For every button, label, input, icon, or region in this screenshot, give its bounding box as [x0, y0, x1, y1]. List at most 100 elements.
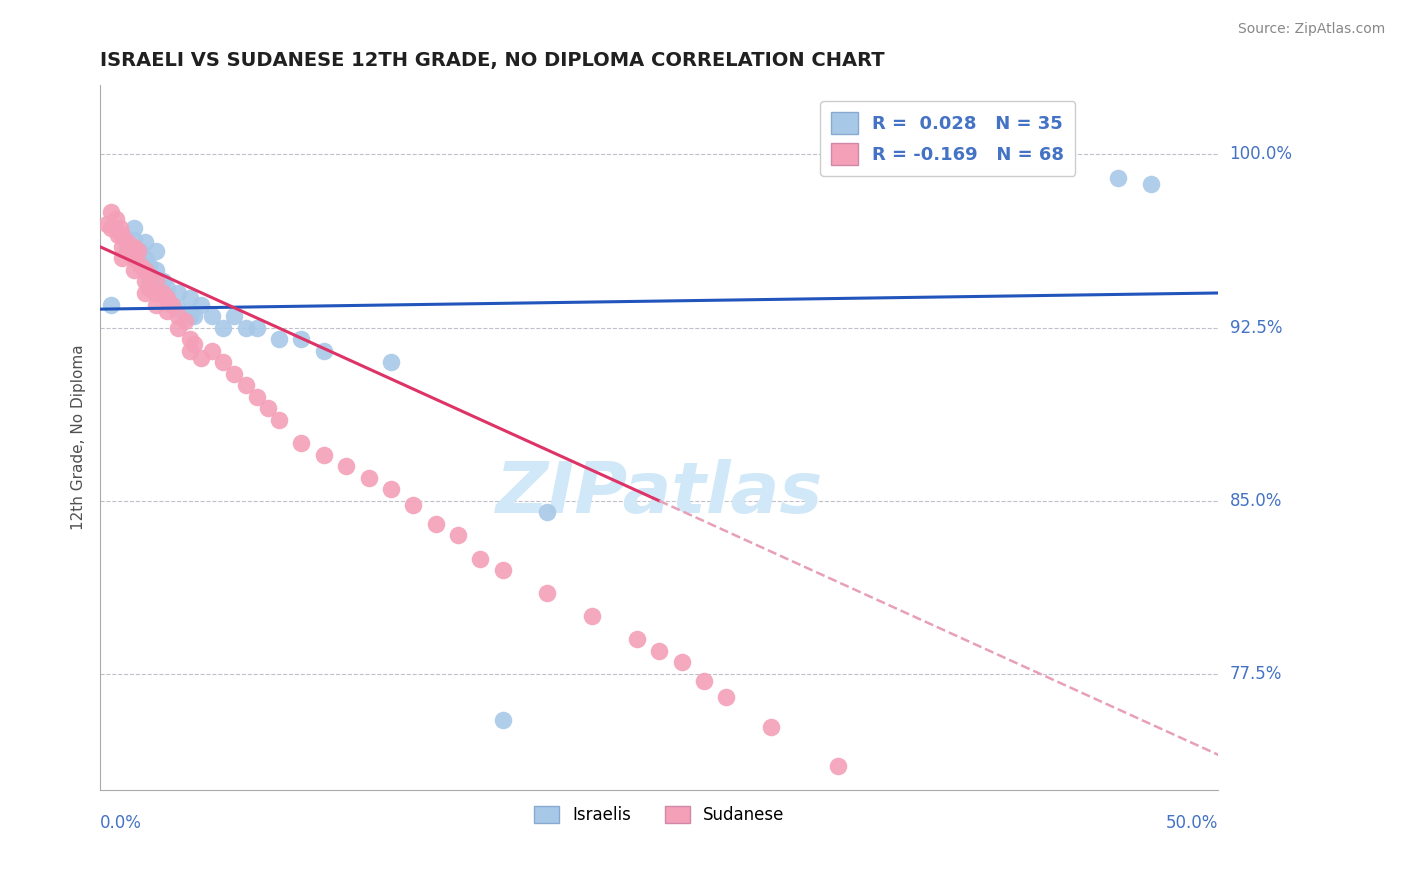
Point: [290, 332, 312, 346]
Point: [1140, 178, 1163, 192]
Point: [492, 713, 515, 727]
Point: [1107, 170, 1129, 185]
Point: [134, 285, 156, 300]
Point: [267, 413, 290, 427]
Text: 92.5%: 92.5%: [1230, 318, 1282, 336]
Y-axis label: 12th Grade, No Diploma: 12th Grade, No Diploma: [72, 344, 86, 530]
Point: [201, 343, 224, 358]
Point: [183, 309, 205, 323]
Point: [212, 320, 235, 334]
Point: [122, 263, 145, 277]
Point: [693, 673, 716, 688]
Point: [312, 448, 335, 462]
Point: [671, 656, 693, 670]
Point: [111, 228, 134, 243]
Point: [626, 632, 648, 647]
Point: [380, 483, 402, 497]
Point: [235, 320, 257, 334]
Point: [122, 252, 145, 266]
Point: [111, 240, 134, 254]
Point: [152, 275, 174, 289]
Point: [160, 297, 183, 311]
Point: [380, 355, 402, 369]
Point: [581, 609, 603, 624]
Point: [138, 275, 160, 289]
Point: [290, 436, 312, 450]
Point: [235, 378, 257, 392]
Point: [156, 291, 179, 305]
Point: [257, 401, 280, 416]
Point: [152, 285, 174, 300]
Point: [134, 263, 156, 277]
Point: [96, 217, 118, 231]
Point: [190, 351, 212, 365]
Text: ISRAELI VS SUDANESE 12TH GRADE, NO DIPLOMA CORRELATION CHART: ISRAELI VS SUDANESE 12TH GRADE, NO DIPLO…: [100, 51, 884, 70]
Point: [179, 332, 201, 346]
Point: [111, 228, 134, 243]
Point: [447, 528, 470, 542]
Point: [201, 309, 224, 323]
Point: [100, 297, 122, 311]
Point: [145, 275, 167, 289]
Point: [962, 840, 984, 855]
Point: [648, 644, 671, 658]
Text: 85.0%: 85.0%: [1230, 491, 1282, 510]
Point: [335, 459, 357, 474]
Point: [145, 285, 167, 300]
Text: 50.0%: 50.0%: [1166, 814, 1219, 832]
Point: [827, 759, 849, 773]
Point: [104, 212, 127, 227]
Legend: Israelis, Sudanese: Israelis, Sudanese: [527, 799, 792, 830]
Point: [357, 471, 380, 485]
Point: [167, 309, 190, 323]
Point: [122, 221, 145, 235]
Point: [246, 390, 269, 404]
Point: [145, 297, 167, 311]
Point: [127, 244, 149, 259]
Point: [100, 205, 122, 219]
Point: [536, 505, 558, 519]
Point: [167, 285, 190, 300]
Text: 0.0%: 0.0%: [100, 814, 142, 832]
Point: [167, 302, 190, 317]
Point: [894, 798, 917, 813]
Point: [115, 235, 138, 249]
Point: [138, 268, 160, 282]
Point: [190, 297, 212, 311]
Point: [183, 336, 205, 351]
Point: [156, 291, 179, 305]
Point: [122, 233, 145, 247]
Point: [110, 221, 132, 235]
Point: [129, 244, 152, 259]
Point: [759, 720, 782, 734]
Point: [224, 367, 246, 381]
Point: [156, 281, 179, 295]
Text: ZIPatlas: ZIPatlas: [495, 459, 823, 528]
Point: [267, 332, 290, 346]
Point: [156, 304, 179, 318]
Point: [122, 240, 145, 254]
Point: [118, 244, 141, 259]
Point: [179, 343, 201, 358]
Point: [312, 343, 335, 358]
Point: [1028, 875, 1050, 889]
Point: [100, 221, 122, 235]
Point: [212, 355, 235, 369]
Point: [138, 258, 160, 272]
Point: [107, 228, 129, 243]
Point: [160, 297, 183, 311]
Point: [145, 263, 167, 277]
Point: [470, 551, 492, 566]
Point: [174, 314, 197, 328]
Point: [134, 252, 156, 266]
Point: [246, 320, 269, 334]
Text: 100.0%: 100.0%: [1230, 145, 1292, 163]
Point: [179, 291, 201, 305]
Point: [492, 563, 515, 577]
Point: [224, 309, 246, 323]
Point: [111, 252, 134, 266]
Point: [716, 690, 738, 705]
Point: [167, 320, 190, 334]
Point: [134, 235, 156, 249]
Point: [145, 244, 167, 259]
